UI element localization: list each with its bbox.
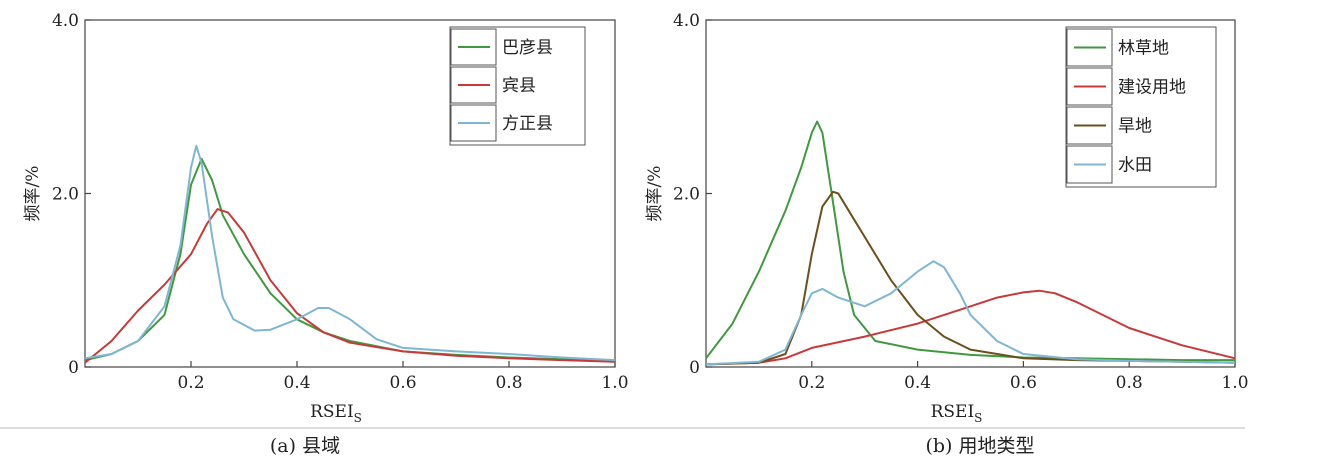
y-tick-label: 2.0 [673, 185, 700, 205]
series-line-宾县 [84, 208, 616, 364]
legend-swatch-box [1066, 28, 1113, 67]
x-tick-label: 0.4 [283, 373, 310, 393]
y-tick-label: 4.0 [52, 11, 79, 31]
legend-label: 方正县 [502, 114, 553, 134]
y-tick-label: 2.0 [52, 185, 79, 205]
x-tick-label: 0.2 [177, 373, 204, 393]
x-tick-label: 0.8 [1116, 373, 1143, 393]
legend-swatch-box [1066, 67, 1113, 106]
y-tick-label: 0 [68, 358, 79, 378]
panel-caption: (b) 用地类型 [925, 435, 1034, 457]
y-axis-label: 频率/% [23, 166, 43, 222]
legend-label: 建设用地 [1118, 78, 1186, 98]
series-line-方正县 [84, 144, 616, 362]
legend-label: 水田 [1118, 156, 1152, 176]
y-tick-label: 4.0 [673, 11, 700, 31]
series-line-旱地 [705, 190, 1236, 366]
series-line-建设用地 [705, 289, 1236, 366]
legend-label: 巴彦县 [502, 38, 553, 58]
x-tick-label: 0.4 [904, 373, 931, 393]
chart-panel-1: 0 2.0 4.0 0.2 0.4 0.6 0.8 1.0 RSEIS 频率/% 林草地建设用地旱地… [645, 11, 1249, 457]
legend-label: 林草地 [1118, 39, 1169, 59]
legend-swatch-box [450, 104, 497, 142]
legend-label: 宾县 [502, 76, 536, 96]
legend-swatch-box [450, 66, 497, 104]
x-axis-label: RSEIS [931, 402, 983, 425]
y-tick-label: 0 [689, 358, 700, 378]
x-axis-label: RSEIS [310, 402, 362, 425]
series-line-巴彦县 [84, 157, 616, 362]
x-tick-label: 0.8 [495, 373, 522, 393]
legend-swatch-box [450, 28, 497, 66]
x-tick-label: 1.0 [601, 373, 628, 393]
y-axis-label: 频率/% [645, 166, 665, 222]
x-tick-label: 0.6 [1010, 373, 1037, 393]
x-tick-label: 0.6 [389, 373, 416, 393]
legend-swatch-box [1066, 106, 1113, 145]
legend-swatch-box [1066, 145, 1113, 184]
panel-caption: (a) 县域 [270, 435, 340, 457]
x-tick-label: 1.0 [1221, 373, 1248, 393]
x-tick-label: 0.2 [798, 373, 825, 393]
legend-label: 旱地 [1118, 117, 1152, 137]
series-line-水田 [705, 260, 1236, 366]
